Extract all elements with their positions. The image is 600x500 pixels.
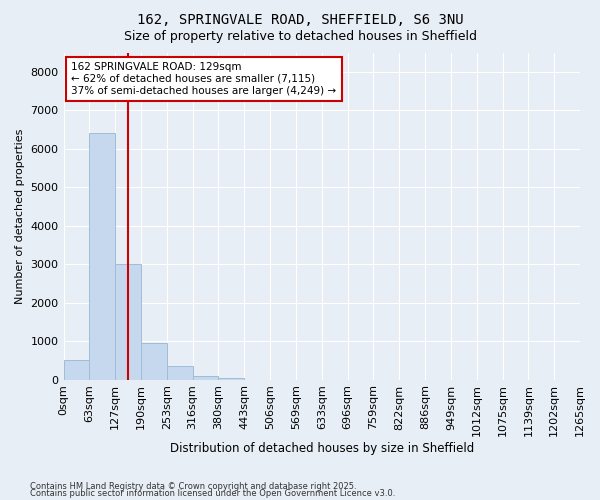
Bar — [115, 264, 141, 380]
Bar — [64, 360, 89, 380]
Text: Size of property relative to detached houses in Sheffield: Size of property relative to detached ho… — [124, 30, 476, 43]
Text: 162 SPRINGVALE ROAD: 129sqm
← 62% of detached houses are smaller (7,115)
37% of : 162 SPRINGVALE ROAD: 129sqm ← 62% of det… — [71, 62, 337, 96]
Y-axis label: Number of detached properties: Number of detached properties — [15, 128, 25, 304]
Bar — [89, 134, 115, 380]
X-axis label: Distribution of detached houses by size in Sheffield: Distribution of detached houses by size … — [170, 442, 474, 455]
Bar — [193, 376, 218, 380]
Text: Contains public sector information licensed under the Open Government Licence v3: Contains public sector information licen… — [30, 489, 395, 498]
Text: 162, SPRINGVALE ROAD, SHEFFIELD, S6 3NU: 162, SPRINGVALE ROAD, SHEFFIELD, S6 3NU — [137, 12, 463, 26]
Text: Contains HM Land Registry data © Crown copyright and database right 2025.: Contains HM Land Registry data © Crown c… — [30, 482, 356, 491]
Bar — [218, 378, 244, 380]
Bar — [141, 343, 167, 380]
Bar — [167, 366, 193, 380]
